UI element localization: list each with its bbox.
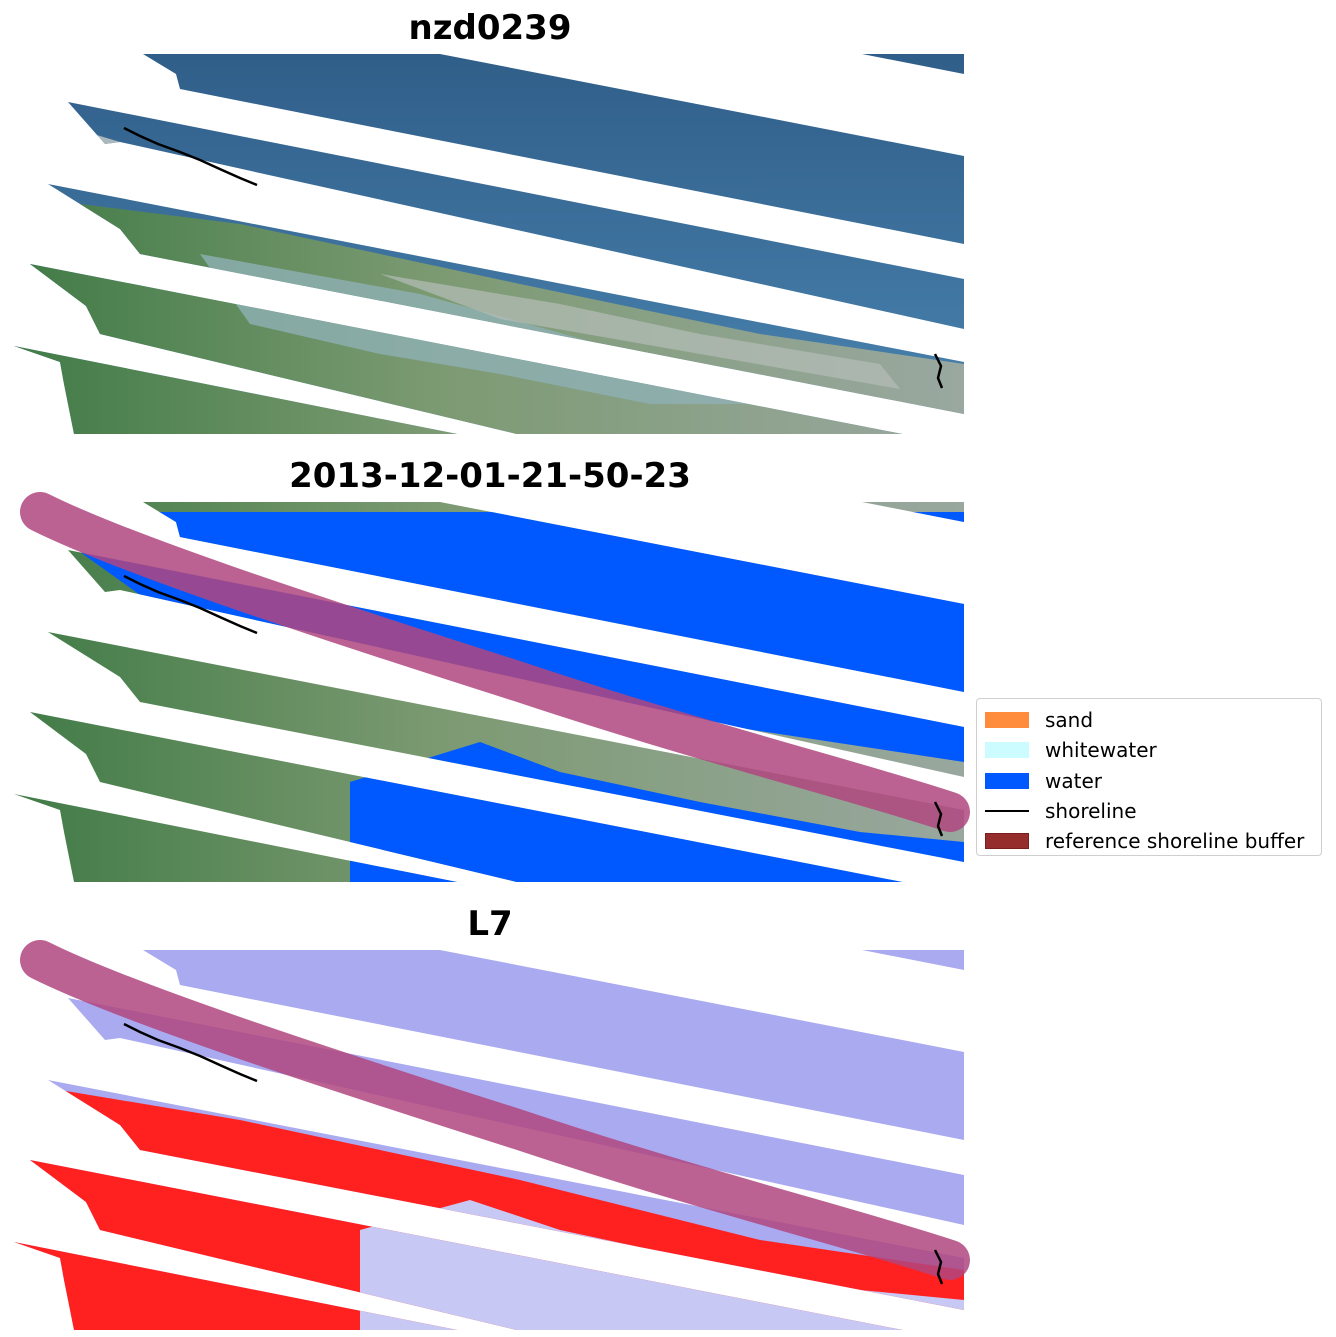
rgb-image-panel — [0, 44, 980, 434]
legend-label-buffer: reference shoreline buffer — [1045, 829, 1305, 854]
shoreline-east — [933, 1249, 944, 1285]
panel-title-date: 2013-12-01-21-50-23 — [289, 456, 691, 496]
legend-swatch-sand — [985, 712, 1029, 729]
legend-swatch-shoreline — [985, 810, 1029, 813]
legend-label-whitewater: whitewater — [1045, 738, 1157, 763]
shoreline-east — [933, 801, 944, 837]
index-image — [14, 940, 970, 1330]
shoreline-east — [933, 353, 944, 389]
legend-item-water: water — [985, 766, 1313, 796]
legend-swatch-water — [985, 772, 1029, 789]
legend-item-shoreline: shoreline — [985, 796, 1313, 826]
legend-item-whitewater: whitewater — [985, 735, 1313, 765]
legend-label-water: water — [1045, 768, 1102, 793]
panel-title-rgb: nzd0239 — [408, 8, 572, 48]
legend-label-sand: sand — [1045, 708, 1094, 733]
shoreline-west — [123, 574, 258, 635]
legend-swatch-buffer — [985, 833, 1029, 850]
classified-image — [14, 492, 970, 882]
index-image-panel — [0, 940, 980, 1330]
legend: sand whitewater water shoreline referenc… — [976, 698, 1322, 856]
shoreline-west — [123, 1022, 258, 1083]
legend-swatch-whitewater — [985, 742, 1029, 759]
rgb-image — [14, 54, 964, 434]
reference-shoreline-buffer — [20, 940, 970, 1280]
reference-shoreline-buffer — [20, 492, 970, 832]
shoreline-west — [123, 126, 258, 187]
classified-image-panel — [0, 492, 980, 882]
legend-item-buffer: reference shoreline buffer — [985, 826, 1313, 856]
legend-item-sand: sand — [985, 705, 1313, 735]
legend-label-shoreline: shoreline — [1045, 799, 1137, 824]
panel-title-satellite: L7 — [467, 904, 513, 944]
